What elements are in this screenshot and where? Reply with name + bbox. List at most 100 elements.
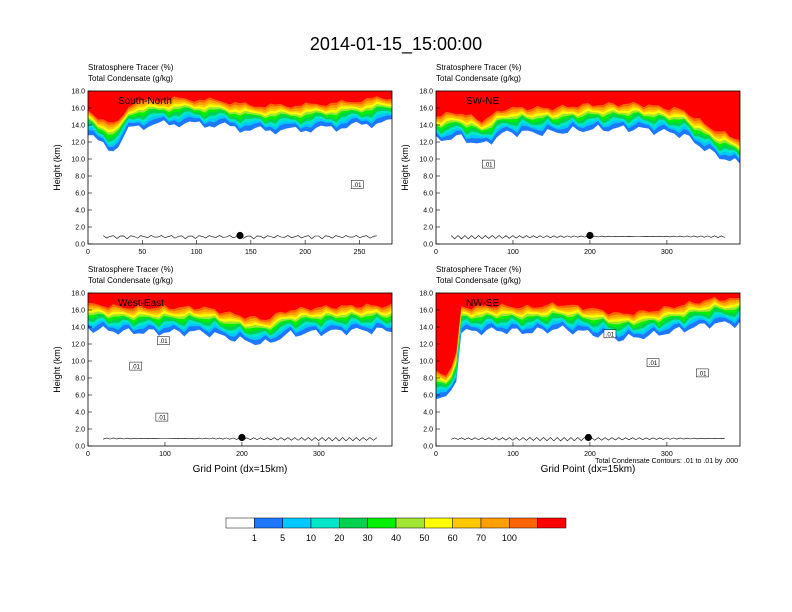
contour-label: .01	[482, 159, 495, 169]
x-tick-label: 300	[661, 249, 673, 256]
panel-label: West-East	[118, 298, 164, 309]
colorbar-label: 70	[476, 533, 486, 543]
colorbar-swatch	[480, 517, 510, 529]
x-tick-label: 300	[661, 451, 673, 458]
x-tick-label: 0	[434, 249, 438, 256]
contour-label-box	[155, 412, 169, 422]
y-tick-label: 18.0	[419, 89, 433, 96]
panel-frame	[435, 90, 741, 245]
contour-label-text: .01	[353, 183, 362, 189]
colorbar-swatch	[452, 517, 482, 529]
panel-frame	[87, 90, 393, 245]
x-tick-label: 200	[584, 451, 596, 458]
panels: .01 South-North Stratosphere Tracer (%) Tot…	[52, 63, 741, 475]
contour-label-text: .01	[132, 365, 141, 371]
y-axis-label: Height (km)	[400, 346, 410, 393]
plot-area: .01 .01 .01	[436, 293, 740, 446]
tracer-band	[88, 293, 392, 320]
panel-frame	[87, 292, 393, 447]
subtitle-tracer: Stratosphere Tracer (%)	[88, 265, 174, 274]
y-tick-label: 4.0	[423, 410, 433, 417]
panel-1: .01 South-North Stratosphere Tracer (%) Tot…	[52, 63, 393, 256]
y-axis-label: Height (km)	[400, 144, 410, 191]
panel-frame	[435, 292, 741, 447]
y-tick-label: 0.0	[75, 444, 85, 451]
y-tick-label: 18.0	[71, 89, 85, 96]
x-tick-label: 200	[584, 249, 596, 256]
contour-label-box	[482, 159, 495, 169]
colorbar-label: 60	[448, 533, 458, 543]
subtitle-tracer: Stratosphere Tracer (%)	[436, 63, 522, 72]
contour-label-box	[603, 329, 617, 339]
y-tick-label: 0.0	[423, 242, 433, 249]
y-tick-label: 10.0	[71, 157, 85, 164]
y-tick-label: 6.0	[423, 393, 433, 400]
x-tick-label: 100	[159, 451, 171, 458]
colorbar-label: 100	[502, 533, 517, 543]
contour-label: .01	[603, 329, 617, 339]
tracer-band	[436, 293, 740, 376]
contour-label-box	[157, 336, 170, 345]
y-tick-label: 18.0	[71, 291, 85, 298]
contour-label: .01	[351, 180, 364, 189]
y-tick-label: 16.0	[71, 106, 85, 113]
y-axis-label: Height (km)	[52, 346, 62, 393]
location-marker	[238, 433, 246, 442]
contour-note: Total Condensate Contours: .01 to .01 by…	[595, 458, 738, 465]
x-tick-label: 250	[354, 249, 366, 256]
x-axis-label: Grid Point (dx=15km)	[541, 464, 636, 475]
tracer-band	[88, 91, 392, 123]
x-tick-label: 100	[507, 451, 519, 458]
colorbar-swatch	[395, 517, 425, 529]
y-tick-label: 10.0	[71, 359, 85, 366]
x-tick-label: 0	[86, 249, 90, 256]
y-tick-label: 14.0	[419, 123, 433, 130]
y-tick-label: 16.0	[419, 106, 433, 113]
colorbar-swatch	[537, 517, 567, 529]
colorbar-swatch	[367, 517, 397, 529]
x-tick-label: 50	[138, 249, 146, 256]
subtitle-tracer: Stratosphere Tracer (%)	[436, 265, 522, 274]
colorbar-swatch	[254, 517, 283, 529]
y-tick-label: 14.0	[71, 123, 85, 130]
location-marker	[236, 231, 244, 240]
tracer-band	[436, 293, 740, 384]
y-tick-label: 14.0	[71, 325, 85, 332]
x-tick-label: 100	[191, 249, 203, 256]
colorbar-swatch	[424, 517, 453, 529]
x-tick-label: 200	[236, 451, 248, 458]
contour-label: .01	[646, 358, 660, 367]
contour-label-box	[129, 361, 142, 371]
colorbar-label: 10	[306, 533, 316, 543]
panel-label: SW-NE	[466, 96, 499, 107]
y-tick-label: 2.0	[423, 427, 433, 434]
y-tick-label: 8.0	[75, 174, 85, 181]
panel-3: .01 .01 .01 West-East Stratosphere Tracer (%…	[52, 265, 393, 475]
y-tick-label: 2.0	[423, 225, 433, 232]
tracer-band	[436, 91, 740, 140]
colorbar-label: 1	[252, 533, 257, 543]
y-tick-label: 16.0	[71, 308, 85, 315]
colorbar-swatch	[225, 517, 255, 529]
y-tick-label: 12.0	[419, 140, 433, 147]
y-tick-label: 16.0	[419, 308, 433, 315]
panel-2: .01 SW-NE Stratosphere Tracer (%) Total Con…	[400, 63, 741, 256]
colorbar-label: 20	[334, 533, 344, 543]
colorbar-label: 50	[419, 533, 429, 543]
x-tick-label: 0	[434, 451, 438, 458]
colorbar-swatch	[282, 517, 312, 529]
panel-label: NW-SE	[466, 298, 499, 309]
colorbar-label: 30	[363, 533, 373, 543]
contour-label-text: .01	[484, 163, 493, 169]
y-tick-label: 12.0	[71, 342, 85, 349]
figure-title: 2014-01-15_15:00:00	[310, 34, 482, 55]
contour-label-box	[696, 368, 709, 378]
contour-label-box	[351, 180, 364, 189]
subtitle-tracer: Stratosphere Tracer (%)	[88, 63, 174, 72]
y-tick-label: 6.0	[75, 191, 85, 198]
y-axis-label: Height (km)	[52, 144, 62, 191]
y-tick-label: 0.0	[423, 444, 433, 451]
panel-4: .01 .01 .01 NW-SE Stratosphere Tracer (%) Tot…	[400, 265, 741, 475]
panel-label: South-North	[118, 96, 172, 107]
